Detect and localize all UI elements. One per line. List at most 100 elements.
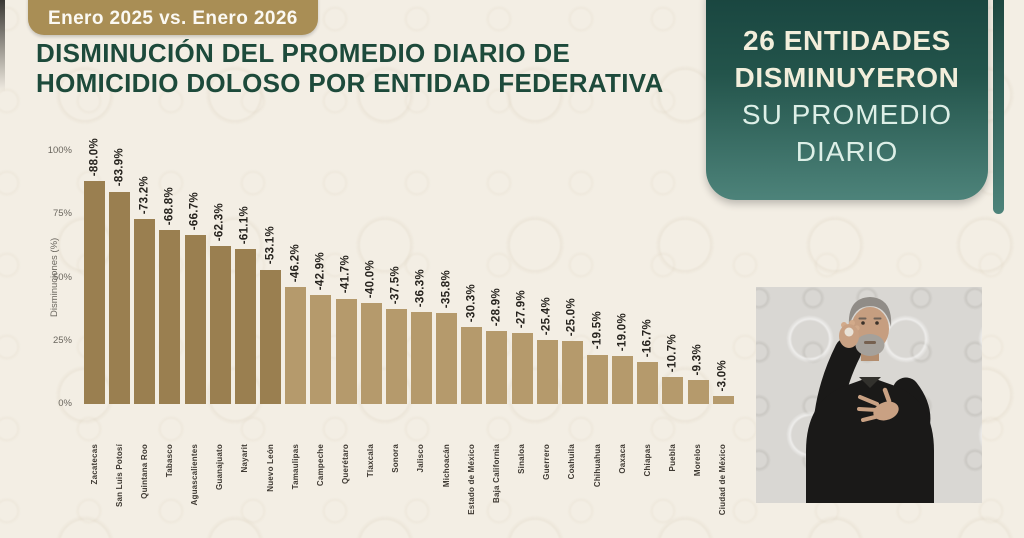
bar-value-label: -62.3% [213, 203, 226, 242]
bar [234, 249, 256, 404]
bar [209, 246, 231, 404]
summary-line-1: 26 ENTIDADES [743, 24, 951, 56]
period-badge-label: Enero 2025 vs. Enero 2026 [48, 8, 298, 29]
bar-value-label: -25.4% [540, 296, 553, 335]
period-badge: Enero 2025 vs. Enero 2026 [28, 0, 318, 35]
left-edge-artifact [0, 0, 5, 92]
bar-value-label: -83.9% [113, 148, 126, 187]
bar [410, 312, 432, 404]
x-axis-category-label: Baja California [491, 444, 501, 504]
x-axis-category-label: Nuevo León [265, 444, 275, 492]
y-axis-tick-label: 100% [47, 145, 72, 156]
bar [285, 287, 307, 404]
x-axis-category-label: Estado de México [466, 444, 476, 515]
bar-value-label: -27.9% [515, 290, 528, 329]
bar [385, 309, 407, 404]
bar [561, 340, 583, 404]
x-axis-category-label: Sinaloa [517, 444, 527, 474]
summary-panel: 26 ENTIDADES DISMINUYERON SU PROMEDIO DI… [706, 0, 988, 200]
bar-value-label: -88.0% [88, 138, 100, 177]
bar-value-label: -16.7% [641, 318, 654, 357]
bar-value-label: -19.5% [591, 311, 603, 350]
bar-value-label: -66.7% [188, 192, 201, 231]
bar-value-label: -10.7% [666, 333, 679, 372]
summary-line-4: DIARIO [795, 135, 899, 167]
bar [134, 218, 156, 404]
bar [662, 376, 684, 404]
bar-value-label: -28.9% [490, 287, 503, 326]
x-axis-category-label: Oaxaca [617, 444, 627, 474]
x-axis-category-label: Coahuila [567, 444, 577, 480]
x-axis-category-label: Querétaro [341, 444, 350, 485]
x-axis-category-label: Nayarit [240, 444, 250, 473]
bar [712, 396, 734, 404]
bar-value-label: -3.0% [716, 359, 729, 392]
bar [587, 354, 608, 404]
x-axis-category-label: Aguascalientes [190, 444, 200, 506]
x-axis-category-label: San Luis Potosí [114, 444, 124, 508]
page-title-line2: HOMICIDIO DOLOSO POR ENTIDAD FEDERATIVA [36, 68, 664, 98]
y-axis-tick-label: 75% [52, 208, 72, 220]
bar-value-label: -40.0% [364, 259, 377, 298]
bar [109, 191, 131, 404]
x-axis-category-label: Guanajuato [215, 444, 225, 491]
bar-value-label: -73.2% [138, 175, 151, 214]
bar-value-label: -30.3% [465, 284, 478, 323]
bar-value-label: -46.2% [289, 243, 302, 283]
y-axis-tick-label: 25% [52, 334, 72, 346]
bar-value-label: -37.5% [389, 265, 402, 305]
x-axis-category-label: Chihuahua [592, 444, 602, 488]
bar [436, 313, 458, 404]
bar [335, 298, 357, 404]
x-axis-category-label: Guerrero [542, 444, 552, 480]
summary-line-2: DISMINUYERON [734, 61, 960, 93]
bar [360, 302, 382, 404]
bar-value-label: -35.8% [440, 270, 453, 309]
x-axis-category-label: Morelos [693, 444, 703, 477]
bar [637, 361, 659, 404]
y-axis-tick-label: 50% [52, 271, 72, 283]
bar-value-label: -41.7% [339, 255, 352, 294]
x-axis-category-label: Quintana Roo [139, 444, 149, 499]
y-axis-tick-label: 0% [58, 398, 72, 409]
bar [536, 339, 558, 404]
sign-language-interpreter-figure [806, 297, 934, 503]
bar-plot: -88.0% -83.9% -73.2% -68.8% -66.7% -62.3% -61.… [84, 132, 739, 404]
x-axis-category-label: Puebla [667, 444, 677, 472]
bar-value-label: -25.0% [565, 297, 578, 336]
bar [310, 295, 332, 404]
bar [260, 269, 282, 404]
bar-value-label: -53.1% [264, 226, 277, 265]
x-axis-category-label: Ciudad de México [718, 444, 728, 516]
page-title: DISMINUCIÓN DEL PROMEDIO DIARIO DE HOMIC… [36, 38, 716, 98]
page-title-line1: DISMINUCIÓN DEL PROMEDIO DIARIO DE [36, 38, 571, 68]
bar [511, 333, 533, 404]
bar [461, 327, 483, 404]
x-axis-category-label: Campeche [315, 444, 325, 487]
sign-language-interpreter-video [756, 287, 982, 503]
bar-value-label: -61.1% [238, 206, 251, 245]
summary-line-3: SU PROMEDIO [741, 98, 953, 130]
bar [486, 330, 508, 404]
x-axis-category-label: Zacatecas [89, 444, 99, 485]
bar-value-label: -36.3% [414, 268, 427, 308]
bar [687, 380, 709, 404]
bar [159, 229, 181, 404]
bar-value-label: -19.0% [616, 312, 629, 351]
x-axis-labels: Zacatecas San Luis Potosí Quintana Roo Taba… [84, 404, 739, 534]
x-axis-category-label: Chiapas [642, 444, 652, 477]
y-axis-ticks: 0% 25% 50% 75% 100% [40, 142, 78, 409]
bar [612, 355, 634, 404]
x-axis-category-label: Sonora [391, 444, 401, 473]
bar [84, 181, 105, 404]
x-axis-category-label: Tamaulipas [290, 444, 300, 490]
x-axis-category-label: Tabasco [164, 444, 174, 478]
x-axis-category-label: Michoacán [441, 444, 451, 488]
right-edge-panel-sliver [993, 0, 1004, 214]
bar-value-label: -9.3% [691, 343, 704, 376]
bar [184, 235, 206, 404]
x-axis-category-label: Jalisco [416, 444, 426, 473]
x-axis-category-label: Tlaxcala [366, 444, 376, 478]
bar-value-label: -68.8% [163, 186, 176, 225]
bar-value-label: -42.9% [314, 252, 327, 291]
